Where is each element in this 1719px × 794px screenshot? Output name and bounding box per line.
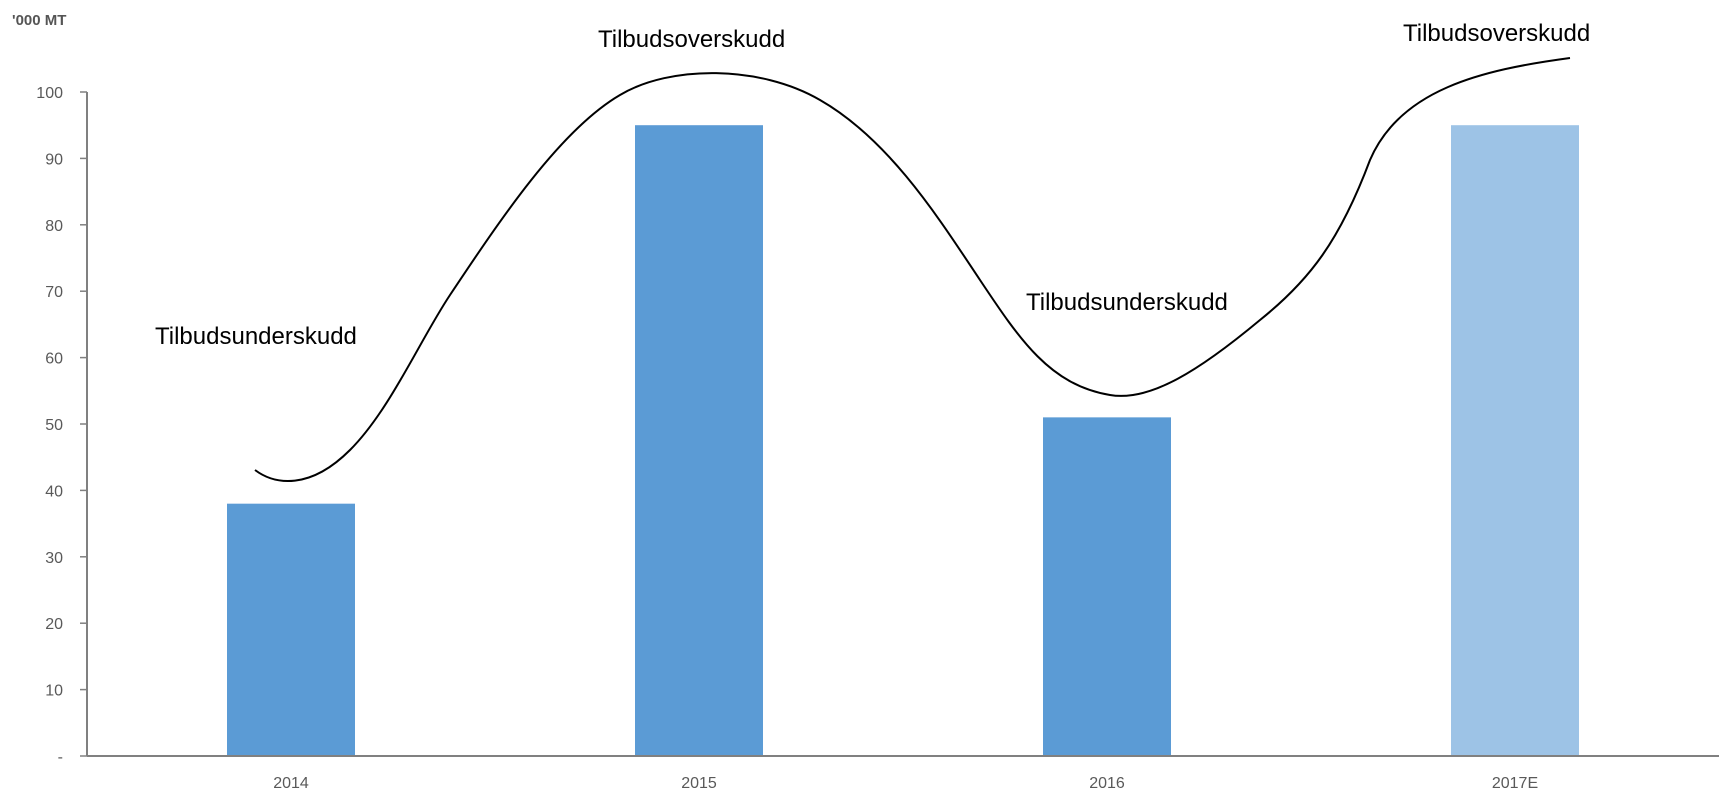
bar-2014 xyxy=(227,503,355,756)
x-tick-label: 2015 xyxy=(681,775,717,792)
y-axis: - 10 20 30 40 50 60 70 80 90 100 xyxy=(36,85,87,766)
annotation-label: Tilbudsunderskudd xyxy=(155,323,357,350)
trend-curve xyxy=(254,57,1571,482)
bar-2016 xyxy=(1043,417,1171,756)
annotation-label: Tilbudsoverskudd xyxy=(1403,20,1590,47)
y-tick-label: 60 xyxy=(45,351,63,368)
y-tick-label: 70 xyxy=(45,284,63,301)
y-tick-label: 20 xyxy=(45,616,63,633)
x-tick-label: 2017E xyxy=(1492,775,1538,792)
x-axis: 2014 2015 2016 2017E xyxy=(273,775,1538,792)
y-tick-label: 80 xyxy=(45,218,63,235)
bar-2015 xyxy=(635,125,763,756)
x-tick-label: 2016 xyxy=(1089,775,1125,792)
y-tick-label: 30 xyxy=(45,550,63,567)
bars xyxy=(227,125,1579,756)
y-tick-label: 40 xyxy=(45,483,63,500)
bar-2017e xyxy=(1451,125,1579,756)
annotations: Tilbudsunderskudd Tilbudsoverskudd Tilbu… xyxy=(155,20,1590,350)
y-tick-label: 90 xyxy=(45,151,63,168)
y-tick-label: - xyxy=(58,749,63,766)
annotation-label: Tilbudsunderskudd xyxy=(1026,289,1228,316)
y-tick-label: 100 xyxy=(36,85,63,102)
x-tick-label: 2014 xyxy=(273,775,309,792)
y-tick-label: 10 xyxy=(45,683,63,700)
unit-label: '000 MT xyxy=(12,12,66,29)
annotation-label: Tilbudsoverskudd xyxy=(598,26,785,53)
y-tick-label: 50 xyxy=(45,417,63,434)
